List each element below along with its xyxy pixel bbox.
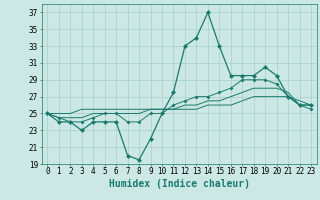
X-axis label: Humidex (Indice chaleur): Humidex (Indice chaleur): [109, 179, 250, 189]
